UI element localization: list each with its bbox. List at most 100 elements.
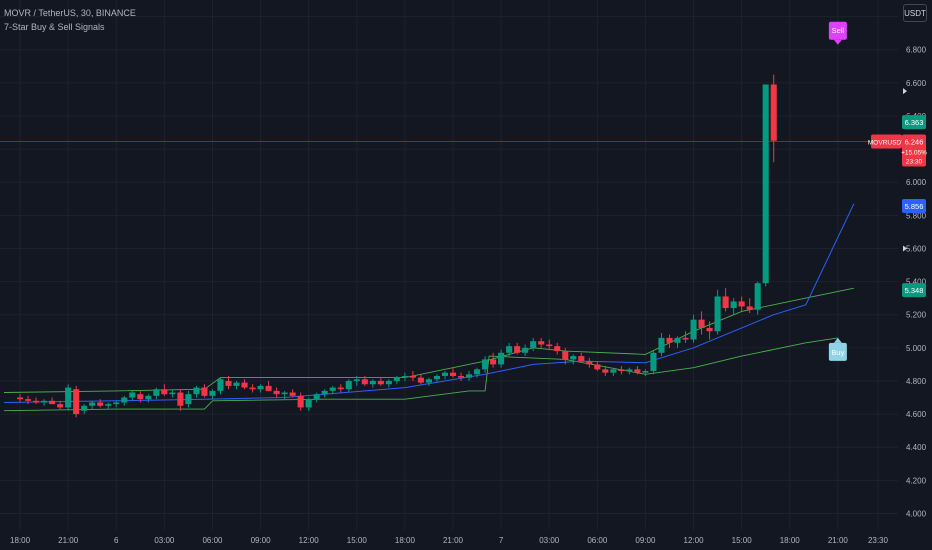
candle-body [209, 390, 216, 396]
lower-band-line [3, 337, 838, 412]
candle-body [506, 346, 513, 353]
candle-body [690, 319, 697, 340]
candle-body [25, 399, 32, 401]
candle-body [33, 400, 40, 403]
candle-body [177, 392, 184, 406]
x-tick-label: 18:00 [780, 536, 801, 545]
candle-body [369, 380, 376, 385]
candle-body [634, 369, 641, 373]
candle-body [722, 296, 729, 309]
candle-body [514, 346, 521, 353]
price-tag-label: 5.856 [905, 202, 924, 211]
candle-body [249, 387, 256, 390]
price-tag-box [902, 199, 926, 214]
candle-body [522, 347, 529, 353]
candle-body [121, 397, 128, 403]
candle-body [113, 402, 120, 405]
y-tick-label: 6.000 [906, 178, 927, 187]
buy-signal-pointer [833, 337, 842, 343]
sell-signal-box [828, 21, 847, 40]
candle-body [16, 397, 24, 400]
candle-body [73, 389, 80, 415]
candle-body [289, 392, 296, 396]
candle-body [57, 404, 64, 408]
x-tick-label: 21:00 [828, 536, 849, 545]
last-price-countdown: 23:30 [906, 158, 923, 165]
y-tick-label: 4.200 [906, 476, 927, 485]
x-tick-label: 12:00 [299, 536, 320, 545]
y-tick-label: 4.400 [906, 443, 927, 452]
candle-body [201, 387, 208, 396]
candle-body [353, 379, 360, 381]
y-tick-label: 5.800 [906, 211, 927, 220]
candle-body [217, 379, 224, 391]
candle-body [474, 369, 481, 375]
x-tick-label: 21:00 [58, 536, 79, 545]
x-tick-label: 15:00 [347, 536, 368, 545]
candle-body [746, 306, 753, 310]
candle-body [650, 352, 657, 371]
candle-body [498, 352, 505, 365]
candle-body [273, 390, 280, 395]
candle-body [546, 344, 553, 347]
candle-body [666, 337, 673, 343]
symbol-title[interactable]: MOVR / TetherUS, 30, BINANCE [4, 8, 136, 18]
candle-body [738, 301, 745, 307]
last-price-box [902, 134, 926, 167]
candle-body [89, 402, 96, 406]
candle-body [233, 382, 240, 386]
candle-body [465, 374, 473, 378]
candle-body [618, 369, 625, 371]
candle-body [297, 395, 304, 408]
candle-body [377, 380, 384, 385]
candle-body [313, 394, 320, 400]
buy-signal-label: Buy [828, 337, 847, 361]
price-tag-label: 5.348 [905, 286, 924, 295]
candle-body [305, 399, 312, 408]
candle-body [409, 375, 416, 378]
candle-body [730, 301, 737, 309]
x-tick-label: 6 [114, 536, 119, 545]
candle-body [578, 356, 585, 362]
candle-body [490, 359, 497, 365]
last-price-value: 6.246 [905, 137, 924, 146]
candle-body [193, 387, 200, 395]
candle-body [554, 346, 561, 352]
candle-body [257, 385, 264, 390]
candle-body [129, 392, 136, 398]
candle-body [137, 394, 144, 400]
candle-body [682, 337, 689, 340]
candle-body [482, 359, 489, 370]
indicator-title[interactable]: 7-Star Buy & Sell Signals [4, 22, 105, 32]
candle-body [169, 392, 176, 395]
candle-body [586, 361, 593, 365]
candle-body [41, 400, 48, 403]
candle-body [161, 389, 168, 395]
candle-body [401, 375, 408, 378]
candle-body [337, 387, 344, 390]
candle-body [698, 319, 705, 328]
candle-body [610, 369, 617, 373]
candle-body [105, 404, 112, 406]
candle-body [65, 387, 72, 408]
candle-body [762, 84, 769, 284]
candle-body [281, 392, 288, 395]
buy-signal-box [828, 342, 847, 361]
currency-button[interactable]: USDT [903, 4, 927, 22]
candle-body [714, 296, 721, 332]
axis-arrow-icon [903, 245, 907, 252]
x-tick-label: 18:00 [10, 536, 31, 545]
candle-body [457, 375, 465, 378]
candle-body [562, 351, 569, 360]
candle-body [329, 387, 336, 391]
x-tick-label: 03:00 [539, 536, 560, 545]
symbol-tag-box [871, 134, 902, 149]
candle-body [658, 337, 665, 353]
y-tick-label: 5.600 [906, 244, 927, 253]
axis-arrow-icon [903, 88, 907, 95]
sell-signal-label: Sell [828, 21, 847, 45]
middle-line [3, 203, 855, 403]
price-tag-box [902, 283, 926, 298]
sell-signal-pointer [833, 39, 842, 45]
